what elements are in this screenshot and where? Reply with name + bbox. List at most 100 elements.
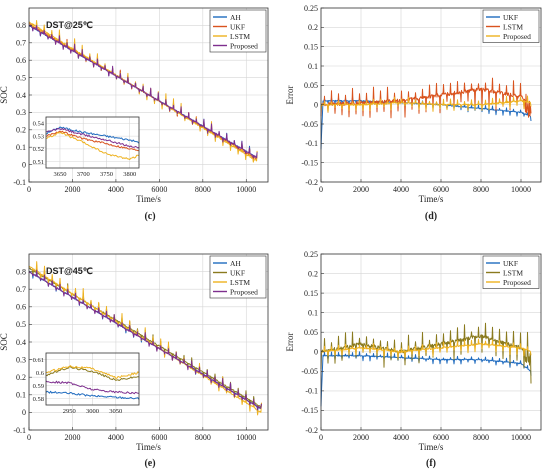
y-tick-label: -0.1 — [13, 426, 26, 435]
y-tick-label: 0.4 — [16, 338, 26, 347]
panel-caption: (f) — [426, 458, 436, 469]
y-tick-label: 0 — [314, 100, 318, 109]
y-tick-label: 0.3 — [16, 108, 26, 117]
y-tick-label: 0.2 — [16, 126, 26, 135]
y-axis-label: SOC — [0, 86, 9, 104]
y-tick-label: 0.15 — [304, 42, 318, 51]
legend-label: LSTM — [503, 22, 523, 31]
legend-label: UKF — [503, 259, 518, 268]
y-tick-label: 0.1 — [308, 62, 318, 71]
inset-x-tick-label: 3000 — [86, 408, 99, 415]
inset-series-line — [45, 130, 139, 152]
series-line-proposed — [320, 95, 532, 113]
y-tick-label: 0.8 — [16, 267, 26, 276]
inset-zoom: 2950 3000 3050 0.58 0.59 0.6 0.61 — [33, 352, 140, 415]
inset-y-tick-label: 0.51 — [33, 159, 44, 166]
y-tick-label: 0.15 — [304, 289, 318, 298]
inset-y-tick-label: 0.6 — [36, 370, 45, 377]
legend-label: Proposed — [503, 278, 531, 287]
series-line-lstm — [28, 261, 262, 416]
y-tick-label: 0 — [314, 348, 318, 357]
y-tick-label: 0 — [22, 160, 26, 169]
y-tick-label: 0.5 — [16, 73, 26, 82]
chart-title: DST@45℃ — [46, 266, 93, 276]
x-tick-label: 2000 — [353, 433, 369, 442]
y-tick-label: 0.2 — [308, 23, 318, 32]
inset-series-line — [45, 380, 140, 395]
panel-caption: (c) — [144, 211, 155, 222]
inset-y-tick-label: 0.58 — [33, 396, 44, 403]
inset-series-line — [45, 127, 140, 149]
y-tick-label: -0.05 — [301, 367, 318, 376]
y-tick-label: -0.15 — [301, 406, 318, 415]
chart-title: DST@25℃ — [46, 20, 93, 30]
x-tick-label: 0 — [319, 185, 323, 194]
x-tick-label: 8000 — [195, 433, 211, 442]
inset-y-tick-label: 0.61 — [33, 357, 44, 364]
y-tick-label: 0.5 — [16, 320, 26, 329]
inset-series-line — [45, 365, 140, 379]
x-tick-label: 8000 — [473, 185, 489, 194]
legend-label: LSTM — [230, 32, 250, 41]
y-tick-label: 0.05 — [304, 328, 318, 337]
y-tick-label: 0 — [22, 408, 26, 417]
legend-label: Proposed — [503, 32, 531, 41]
panel-caption: (e) — [144, 458, 155, 469]
x-tick-label: 6000 — [433, 185, 449, 194]
x-tick-label: 6000 — [433, 433, 449, 442]
x-tick-label: 10000 — [511, 433, 531, 442]
inset-x-tick-label: 3700 — [77, 171, 90, 178]
x-axis-label: Time/s — [419, 442, 444, 452]
inset-frame — [45, 116, 140, 169]
inset-y-tick-label: 0.59 — [33, 383, 44, 390]
y-tick-label: 0.2 — [16, 373, 26, 382]
axes-frame — [320, 253, 542, 431]
series-line-proposed — [320, 338, 532, 360]
x-tick-label: 10000 — [236, 433, 256, 442]
inset-x-tick-label: 2950 — [63, 408, 76, 415]
x-tick-label: 6000 — [151, 433, 167, 442]
inset-y-tick-label: 0.52 — [33, 146, 44, 153]
legend-label: UKF — [230, 22, 245, 31]
x-tick-label: 2000 — [64, 433, 80, 442]
legend-label: AH — [230, 259, 241, 268]
y-tick-label: 0.8 — [16, 21, 26, 30]
y-tick-label: -0.1 — [13, 178, 26, 187]
legend-label: AH — [230, 13, 241, 22]
legend-label: UKF — [503, 13, 518, 22]
inset-x-tick-label: 3050 — [109, 408, 122, 415]
y-tick-label: 0.3 — [16, 355, 26, 364]
y-tick-label: 0.7 — [16, 39, 26, 48]
legend-label: UKF — [230, 268, 245, 277]
y-tick-label: -0.1 — [305, 139, 318, 148]
inset-area — [46, 117, 139, 168]
y-axis-label: SOC — [0, 333, 9, 351]
inset-frame — [45, 352, 140, 406]
inset-series-line — [45, 366, 140, 381]
inset-series-line — [45, 126, 140, 144]
chart-panel-d: 0 2000 4000 6000 8000 10000 -0.2 -0.15 -0.1 -0.05… — [285, 4, 542, 222]
x-tick-label: 2000 — [64, 185, 80, 194]
series-line-proposed — [28, 269, 262, 411]
inset-x-tick-label: 3800 — [123, 171, 136, 178]
y-tick-label: -0.2 — [305, 426, 318, 435]
x-tick-label: 0 — [319, 433, 323, 442]
inset-y-tick-label: 0.54 — [33, 121, 45, 128]
inset-x-tick-label: 3750 — [100, 171, 113, 178]
y-tick-label: 0.25 — [304, 250, 318, 259]
y-tick-label: -0.2 — [305, 178, 318, 187]
x-tick-label: 10000 — [236, 185, 256, 194]
y-tick-label: -0.05 — [301, 120, 318, 129]
series-line-ukf — [320, 351, 532, 407]
x-axis-label: Time/s — [136, 442, 161, 452]
series-line-proposed — [28, 24, 258, 159]
series-line-lstm — [320, 77, 532, 119]
chart-panel-e: 0 2000 4000 6000 8000 10000-0.100.10.20.30.40… — [0, 253, 269, 469]
y-tick-label: 0.1 — [16, 391, 26, 400]
y-tick-label: 0.1 — [308, 308, 318, 317]
legend-label: Proposed — [230, 287, 258, 296]
